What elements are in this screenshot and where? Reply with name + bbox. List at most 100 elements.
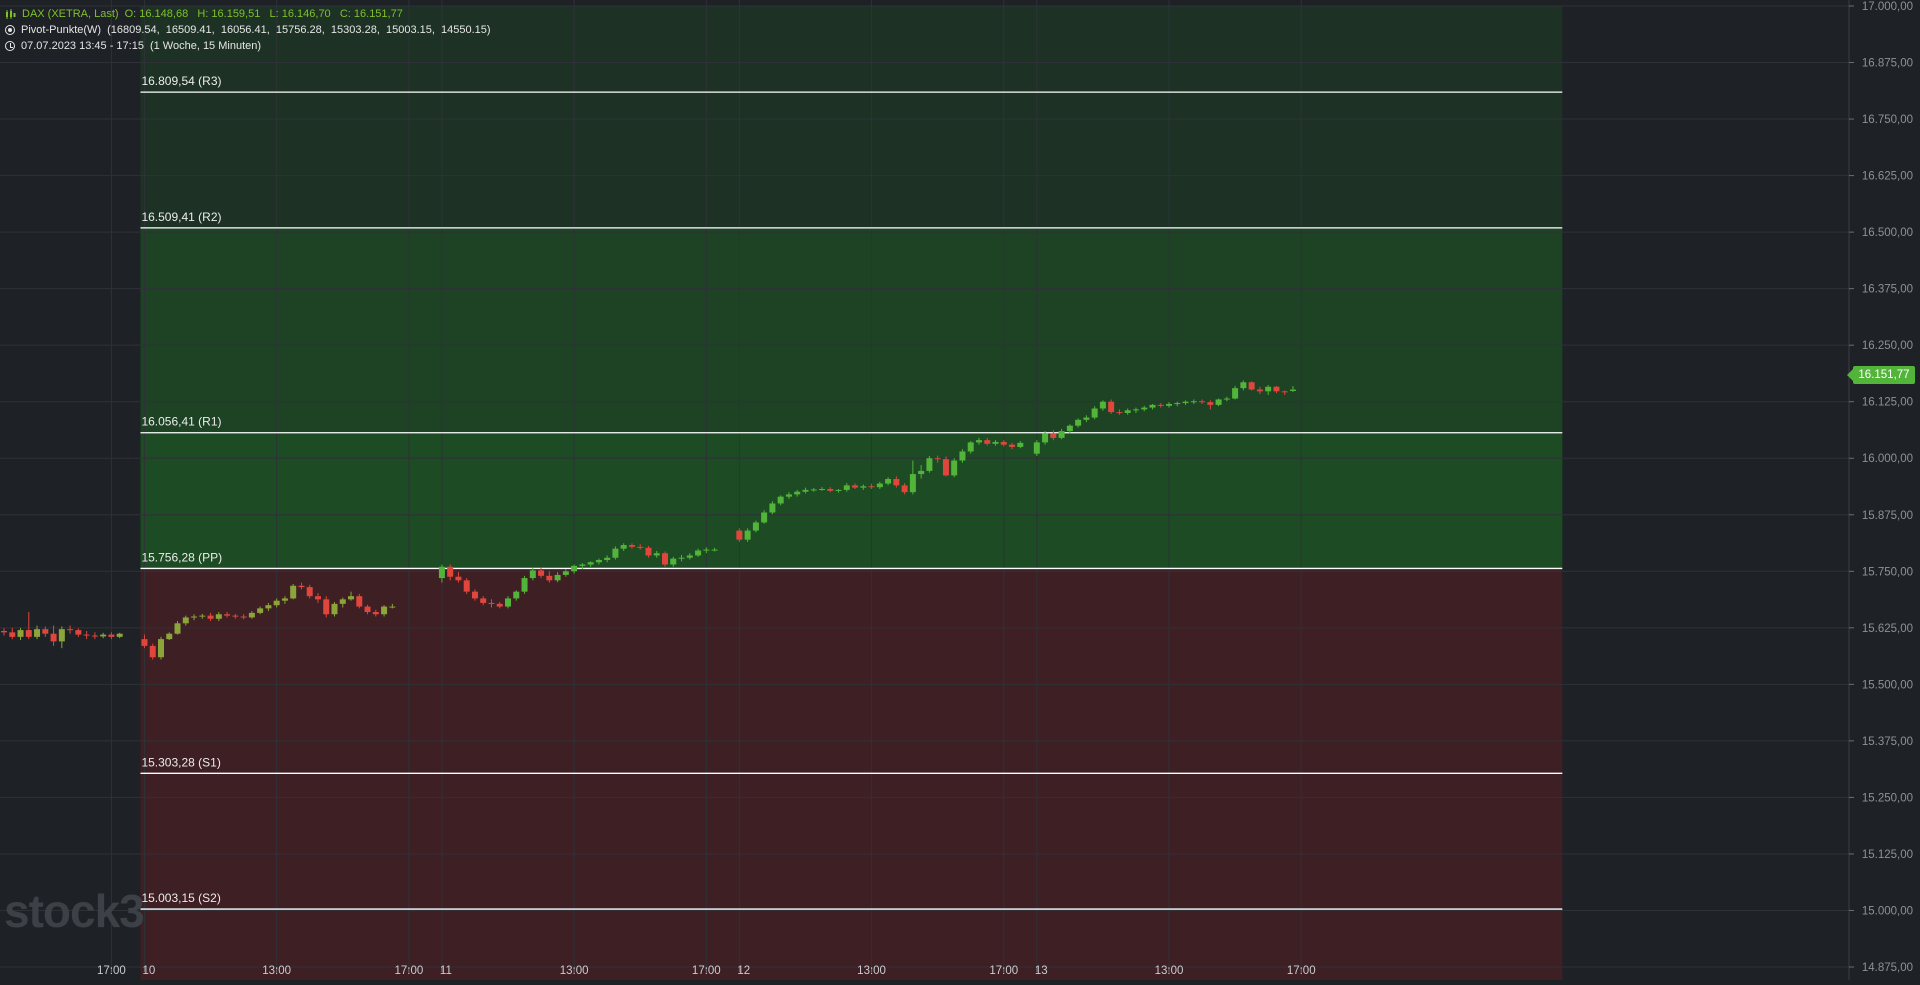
candle xyxy=(1223,396,1230,402)
candle-body xyxy=(116,633,123,637)
candle xyxy=(620,543,627,551)
y-tick-label: 14.875,00 xyxy=(1862,962,1913,974)
candle-body xyxy=(818,488,825,490)
candle xyxy=(818,487,825,491)
candle xyxy=(777,495,784,506)
candle xyxy=(744,528,751,542)
candle-body xyxy=(166,633,173,640)
candle xyxy=(595,558,602,565)
candle-body xyxy=(628,545,635,547)
candle-body xyxy=(744,530,751,540)
candle-body xyxy=(199,615,206,617)
candle-body xyxy=(909,474,916,493)
y-tick-label: 16.750,00 xyxy=(1862,114,1913,126)
candle xyxy=(182,615,189,626)
y-tick-label: 16.875,00 xyxy=(1862,58,1913,70)
candle-body xyxy=(1042,433,1049,443)
x-tick-label: 13:00 xyxy=(1155,965,1184,977)
candle-body xyxy=(339,599,346,604)
candle-body xyxy=(885,479,892,484)
candle xyxy=(678,555,685,562)
candle-body xyxy=(108,634,115,637)
candle xyxy=(1232,385,1239,400)
candle-body xyxy=(711,549,718,551)
candle-body xyxy=(810,489,817,491)
candle-body xyxy=(248,612,255,618)
candle xyxy=(83,630,90,640)
candle xyxy=(942,456,949,477)
candle xyxy=(1256,386,1263,395)
candle xyxy=(785,492,792,499)
candle xyxy=(356,593,363,609)
ohlc-values: O: 16.148,68 H: 16.159,51 L: 16.146,70 C… xyxy=(124,8,403,20)
candle-body xyxy=(290,585,297,599)
candle-body xyxy=(356,596,363,607)
candle xyxy=(975,437,982,445)
candle xyxy=(232,613,239,619)
candle xyxy=(438,564,445,583)
candle-body xyxy=(141,639,148,646)
candle-body xyxy=(1190,401,1197,403)
candle xyxy=(1009,442,1016,450)
candle xyxy=(1174,401,1181,407)
candle-body xyxy=(9,632,16,637)
candle xyxy=(521,575,528,594)
candle-body xyxy=(438,566,445,579)
candle-body xyxy=(1099,401,1106,409)
candle xyxy=(513,590,520,601)
candle-body xyxy=(975,440,982,443)
candle xyxy=(1281,390,1288,395)
candle-body xyxy=(794,491,801,495)
candlestick-icon[interactable] xyxy=(5,8,16,20)
instrument-row[interactable]: DAX (XETRA, Last) O: 16.148,68 H: 16.159… xyxy=(5,6,491,22)
candle xyxy=(1116,409,1123,415)
candle-body xyxy=(1273,386,1280,392)
candle-body xyxy=(463,580,470,592)
x-tick-label: 10 xyxy=(142,965,155,977)
indicator-visibility-icon[interactable] xyxy=(5,25,15,35)
candle xyxy=(984,437,991,446)
candle-body xyxy=(1,630,7,633)
candle xyxy=(1207,400,1214,410)
pivot-label-r3: 16.809,54 (R3) xyxy=(141,74,221,88)
candle xyxy=(174,621,181,635)
candle xyxy=(604,555,611,563)
candle-body xyxy=(1232,388,1239,399)
pivot-indicator-row[interactable]: Pivot-Punkte(W) (16809.54, 16509.41, 160… xyxy=(5,22,491,38)
candle xyxy=(645,545,652,558)
candle xyxy=(1132,407,1139,414)
candle-body xyxy=(83,634,90,636)
x-tick-label: 13 xyxy=(1035,965,1048,977)
candle xyxy=(959,449,966,463)
candle xyxy=(314,593,321,603)
candle-body xyxy=(281,598,288,601)
candle-body xyxy=(389,606,396,608)
timerange-row: 07.07.2023 13:45 - 17:15 (1 Woche, 15 Mi… xyxy=(5,38,491,54)
candle-body xyxy=(1289,389,1296,391)
candle-body xyxy=(893,479,900,486)
candle-body xyxy=(1199,401,1206,403)
candle-body xyxy=(348,596,355,600)
candle-body xyxy=(678,557,685,559)
candle-body xyxy=(34,629,41,637)
candle xyxy=(835,488,842,493)
candle xyxy=(885,477,892,486)
candle-body xyxy=(207,615,214,619)
candle-body xyxy=(571,565,578,572)
candle-body xyxy=(662,553,668,565)
candle-body xyxy=(934,458,941,460)
candle xyxy=(1066,424,1073,434)
candle xyxy=(207,612,214,622)
y-tick-label: 17.000,00 xyxy=(1862,1,1913,13)
candle-body xyxy=(447,566,454,577)
candle xyxy=(1273,385,1280,394)
y-tick-label: 15.250,00 xyxy=(1862,792,1913,804)
candle xyxy=(166,632,173,641)
candle xyxy=(637,544,644,550)
candle xyxy=(711,547,718,552)
candle xyxy=(389,603,396,609)
y-tick-label: 16.250,00 xyxy=(1862,340,1913,352)
candle xyxy=(1289,386,1296,392)
